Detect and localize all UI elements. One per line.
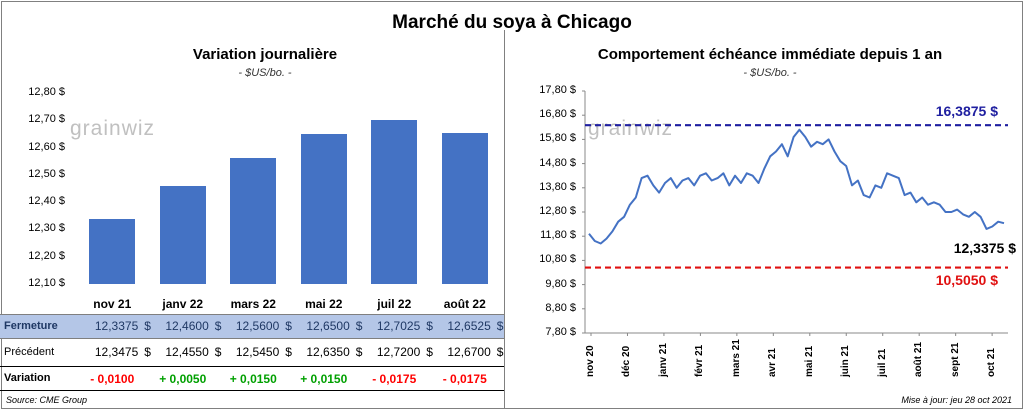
x-month-label: juin 21 bbox=[840, 345, 851, 377]
x-month-label: mars 21 bbox=[731, 339, 742, 377]
x-month-label: déc 20 bbox=[621, 346, 632, 377]
right-chart-unit: - $US/bo. - bbox=[520, 67, 1020, 79]
bar bbox=[301, 134, 347, 284]
bar bbox=[371, 120, 417, 284]
right-y-tick: 13,80 $ bbox=[516, 181, 576, 193]
x-month-label: sept 21 bbox=[950, 343, 961, 377]
x-category-label: janv 22 bbox=[143, 297, 223, 311]
right-y-tick: 9,80 $ bbox=[516, 278, 576, 290]
update-note: Mise à jour: jeu 28 oct 2021 bbox=[901, 395, 1012, 405]
cell-value: 12,6350 bbox=[288, 345, 350, 359]
x-month-label: août 21 bbox=[913, 342, 924, 377]
variation-cell: - 0,0100 bbox=[72, 372, 152, 386]
variation-cell: - 0,0175 bbox=[425, 372, 505, 386]
right-y-tick: 15,80 $ bbox=[516, 132, 576, 144]
x-category-label: août 22 bbox=[425, 297, 505, 311]
left-y-tick: 12,70 $ bbox=[5, 113, 65, 125]
bar bbox=[89, 219, 135, 284]
cell-value: 12,6525 bbox=[429, 319, 491, 333]
low-reference-label: 10,5050 $ bbox=[936, 272, 998, 288]
high-reference-label: 16,3875 $ bbox=[936, 103, 998, 119]
bar bbox=[230, 158, 276, 284]
right-y-tick: 17,80 $ bbox=[516, 84, 576, 96]
cell-value: 12,7200 bbox=[358, 345, 420, 359]
variation-cell: + 0,0050 bbox=[143, 372, 223, 386]
x-category-label: mars 22 bbox=[213, 297, 293, 311]
row-label-precedent: Précédent bbox=[4, 346, 54, 358]
cell-value: 12,4600 bbox=[147, 319, 209, 333]
cell-value: 12,6500 bbox=[288, 319, 350, 333]
x-month-label: juil 21 bbox=[877, 349, 888, 377]
source-note: Source: CME Group bbox=[6, 395, 87, 405]
x-month-label: oct 21 bbox=[986, 348, 997, 377]
table-row-variation: Variation - 0,0100 + 0,0050 + 0,0150 + 0,01… bbox=[0, 366, 504, 391]
left-chart-unit: - $US/bo. - bbox=[30, 67, 500, 79]
variation-cell: - 0,0175 bbox=[354, 372, 434, 386]
x-category-label: mai 22 bbox=[284, 297, 364, 311]
left-y-tick: 12,60 $ bbox=[5, 141, 65, 153]
bar bbox=[160, 186, 206, 284]
last-value-label: 12,3375 $ bbox=[954, 240, 1016, 256]
cell-value: 12,3375 bbox=[76, 319, 138, 333]
right-y-tick: 7,80 $ bbox=[516, 326, 576, 338]
cell-value: 12,5450 bbox=[217, 345, 279, 359]
cell-value: 12,7025 bbox=[358, 319, 420, 333]
variation-cell: + 0,0150 bbox=[213, 372, 293, 386]
row-label-variation: Variation bbox=[4, 372, 50, 384]
left-y-tick: 12,10 $ bbox=[5, 277, 65, 289]
left-y-tick: 12,40 $ bbox=[5, 195, 65, 207]
panel-divider bbox=[504, 30, 505, 408]
right-chart-title: Comportement échéance immédiate depuis 1… bbox=[520, 46, 1020, 63]
left-chart-title: Variation journalière bbox=[30, 46, 500, 63]
x-month-label: nov 20 bbox=[585, 345, 596, 377]
cell-currency: $ bbox=[497, 319, 504, 333]
x-month-label: janv 21 bbox=[658, 343, 669, 377]
cell-value: 12,5600 bbox=[217, 319, 279, 333]
x-month-label: mai 21 bbox=[804, 346, 815, 377]
right-y-tick: 10,80 $ bbox=[516, 253, 576, 265]
right-y-tick: 16,80 $ bbox=[516, 108, 576, 120]
table-row-precedent: Précédent 12,3475 $12,4550 $12,5450 $12,635… bbox=[0, 341, 504, 364]
row-label-fermeture: Fermeture bbox=[4, 320, 58, 332]
x-month-label: avr 21 bbox=[767, 348, 778, 377]
x-month-label: févr 21 bbox=[694, 345, 705, 377]
left-watermark: grainwiz bbox=[70, 117, 155, 141]
cell-value: 12,4550 bbox=[147, 345, 209, 359]
x-category-label: nov 21 bbox=[72, 297, 152, 311]
x-category-label: juil 22 bbox=[354, 297, 434, 311]
right-y-tick: 8,80 $ bbox=[516, 302, 576, 314]
cell-value: 12,3475 bbox=[76, 345, 138, 359]
right-y-tick: 12,80 $ bbox=[516, 205, 576, 217]
left-y-tick: 12,50 $ bbox=[5, 168, 65, 180]
bar bbox=[442, 133, 488, 284]
main-title: Marché du soya à Chicago bbox=[0, 12, 1024, 34]
right-y-tick: 11,80 $ bbox=[516, 229, 576, 241]
variation-cell: + 0,0150 bbox=[284, 372, 364, 386]
table-row-fermeture: Fermeture 12,3375 $12,4600 $12,5600 $12,650… bbox=[0, 314, 504, 339]
left-y-tick: 12,80 $ bbox=[5, 86, 65, 98]
cell-currency: $ bbox=[497, 345, 504, 359]
right-watermark: grainwiz bbox=[588, 117, 673, 141]
left-y-tick: 12,30 $ bbox=[5, 222, 65, 234]
left-y-tick: 12,20 $ bbox=[5, 250, 65, 262]
right-y-tick: 14,80 $ bbox=[516, 157, 576, 169]
cell-value: 12,6700 bbox=[429, 345, 491, 359]
